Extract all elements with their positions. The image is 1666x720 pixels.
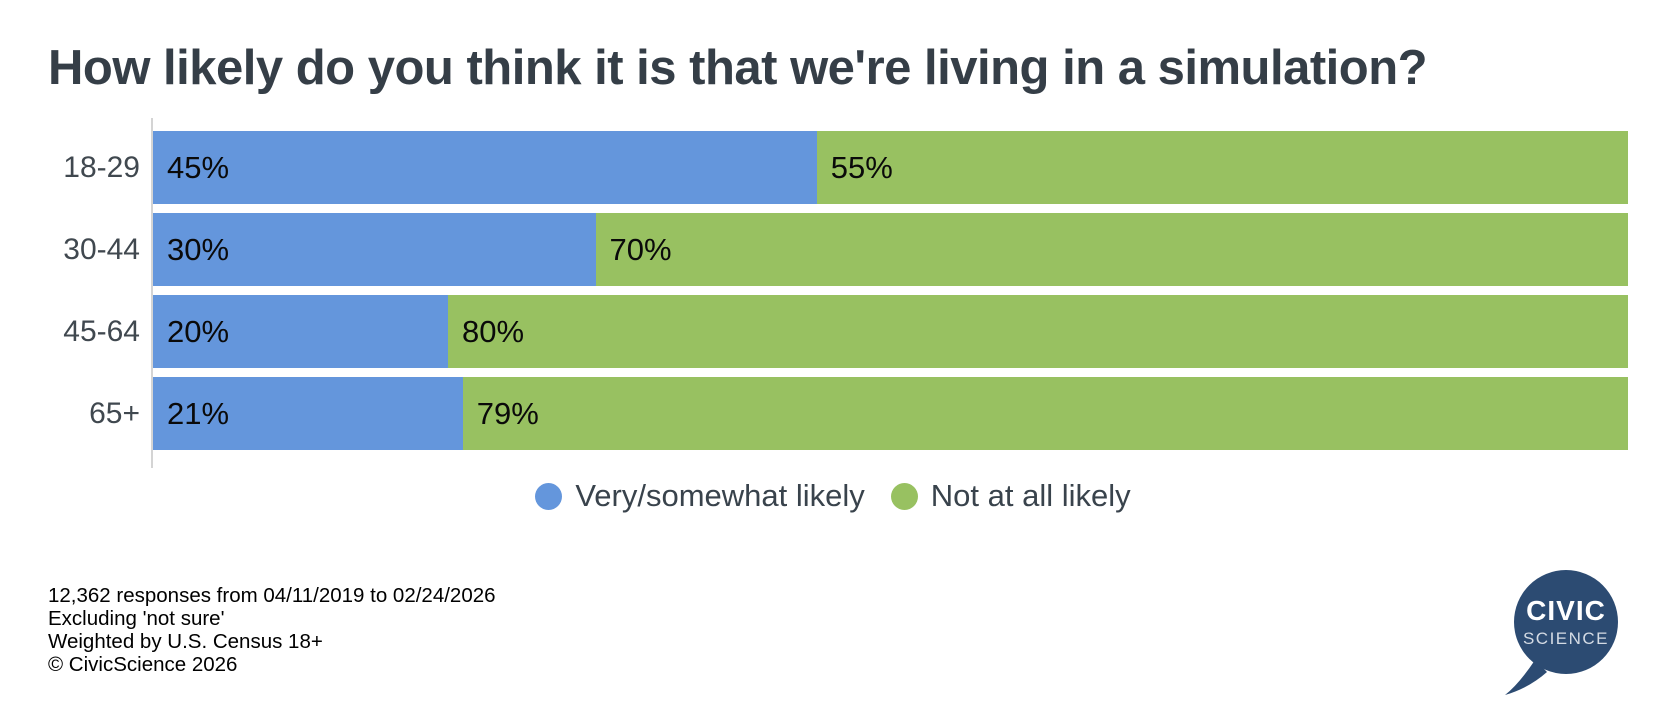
value-label: 70% [609,231,672,267]
legend-item: Very/somewhat likely [535,478,865,514]
value-label: 80% [462,313,525,349]
svg-text:CIVIC: CIVIC [1526,595,1606,626]
bar-chart: 18-29 45% 55% 30-44 30% 70% 45-64 20% 80% 65+ 21% 7… [0,131,1628,450]
bar-segment-not-likely: 79% [462,377,1628,450]
value-label: 45% [167,149,230,185]
value-label: 20% [167,313,230,349]
legend-swatch-blue-icon [535,482,563,510]
bar-track: 20% 80% [153,295,1628,368]
chart-row: 18-29 45% 55% [0,131,1628,204]
legend-label: Very/somewhat likely [575,478,865,513]
bar-segment-likely: 21% [153,377,463,450]
bar-segment-likely: 20% [153,295,448,368]
bar-segment-not-likely: 80% [448,295,1628,368]
category-label: 65+ [89,396,140,430]
category-label: 30-44 [63,232,140,266]
bar-segment-likely: 30% [153,213,596,286]
footnote-excluding: Excluding 'not sure' [48,607,225,630]
footnote-copyright: © CivicScience 2026 [48,653,238,676]
value-label: 21% [167,395,230,431]
category-label: 45-64 [63,314,140,348]
bar-track: 45% 55% [153,131,1628,204]
footnote-responses: 12,362 responses from 04/11/2019 to 02/2… [48,584,496,607]
svg-text:SCIENCE: SCIENCE [1523,629,1609,648]
chart-row: 65+ 21% 79% [0,377,1628,450]
civicscience-logo: CIVIC SCIENCE [1505,570,1618,695]
bar-segment-likely: 45% [153,131,817,204]
bar-segment-not-likely: 70% [595,213,1628,286]
legend-item: Not at all likely [890,478,1131,514]
legend-swatch-green-icon [890,482,918,510]
bar-segment-not-likely: 55% [816,131,1628,204]
footnotes: 12,362 responses from 04/11/2019 to 02/2… [48,584,496,676]
bar-track: 30% 70% [153,213,1628,286]
chart-row: 45-64 20% 80% [0,295,1628,368]
chart-legend: Very/somewhat likely Not at all likely [0,478,1666,514]
legend-label: Not at all likely [930,478,1131,513]
bar-track: 21% 79% [153,377,1628,450]
chart-title: How likely do you think it is that we're… [48,41,1428,95]
value-label: 79% [476,395,539,431]
value-label: 55% [830,149,893,185]
y-axis-line [151,118,153,468]
value-label: 30% [167,231,230,267]
footnote-weighted: Weighted by U.S. Census 18+ [48,630,323,653]
category-label: 18-29 [63,150,140,184]
chart-row: 30-44 30% 70% [0,213,1628,286]
